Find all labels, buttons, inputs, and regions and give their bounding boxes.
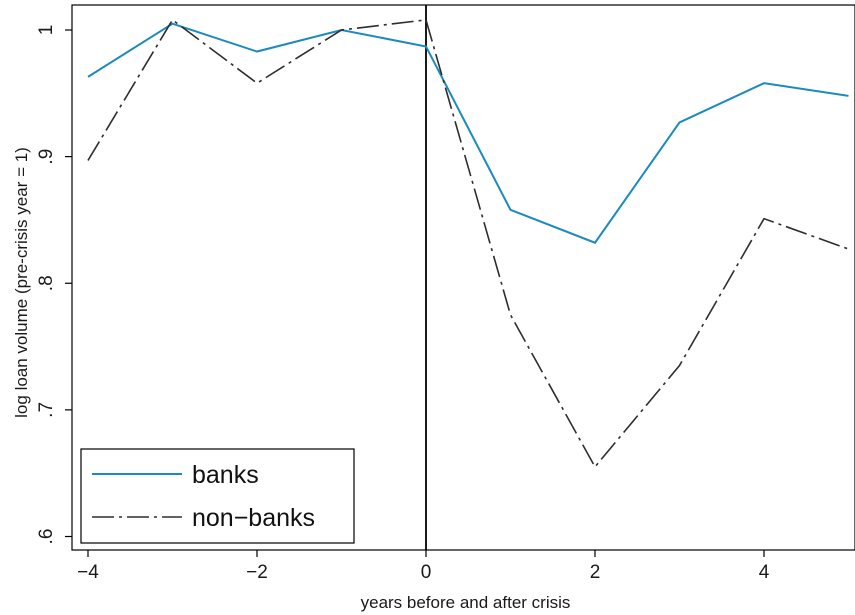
x-axis: −4 −2 0 2 4	[77, 550, 770, 583]
series-line-non-banks	[87, 18, 849, 469]
x-axis-title: years before and after crisis	[361, 593, 571, 612]
y-tick-label: .7	[36, 402, 57, 418]
x-tick-label: 4	[759, 562, 770, 583]
x-tick-label: −2	[246, 562, 268, 583]
y-tick-label: .8	[36, 275, 57, 291]
legend-label-banks: banks	[192, 461, 259, 489]
y-tick-label: 1	[36, 25, 57, 36]
y-tick-label: .9	[36, 149, 57, 165]
plot-frame	[71, 4, 855, 551]
legend-label-non-banks: non−banks	[192, 504, 315, 532]
x-tick-label: 2	[590, 562, 601, 583]
legend-box	[80, 448, 355, 544]
x-tick-label: −4	[77, 562, 99, 583]
y-axis-title: log loan volume (pre-crisis year = 1)	[12, 147, 31, 418]
series-layer	[87, 18, 849, 469]
y-tick-label: .6	[36, 529, 57, 545]
x-tick-label: 0	[421, 562, 432, 583]
series-line-banks	[87, 22, 849, 244]
y-axis: .6 .7 .8 .9 1	[36, 25, 72, 545]
legend: banks non−banks	[80, 448, 355, 544]
